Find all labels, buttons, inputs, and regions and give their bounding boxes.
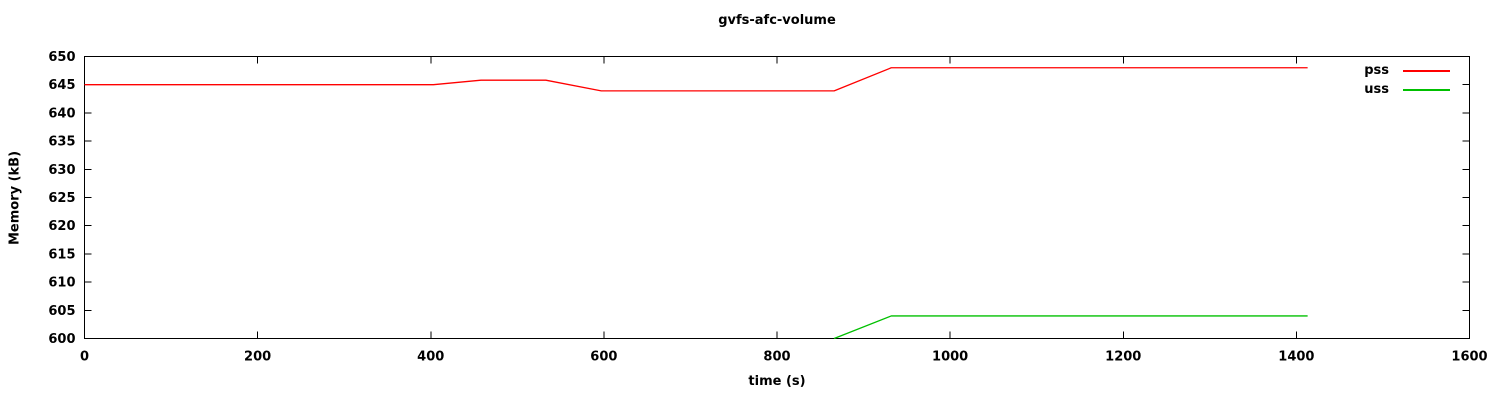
pss-line-swatch bbox=[1403, 69, 1450, 72]
y-tick-label: 605 bbox=[48, 304, 75, 319]
plot-border bbox=[84, 56, 1470, 339]
x-tick-label: 1200 bbox=[1105, 350, 1141, 365]
x-tick-label: 0 bbox=[80, 350, 89, 365]
chart-title: gvfs-afc-volume bbox=[718, 13, 836, 28]
y-tick-label: 615 bbox=[48, 247, 75, 262]
x-tick-label: 800 bbox=[763, 350, 790, 365]
legend: pss uss bbox=[1364, 61, 1450, 99]
y-tick-label: 630 bbox=[48, 163, 75, 178]
legend-item-pss: pss bbox=[1364, 61, 1450, 80]
y-tick-label: 620 bbox=[48, 219, 75, 234]
y-tick-label: 600 bbox=[48, 332, 75, 347]
x-tick-label: 400 bbox=[417, 350, 444, 365]
legend-item-uss: uss bbox=[1364, 80, 1450, 99]
y-tick-label: 650 bbox=[48, 50, 75, 65]
x-tick-label: 200 bbox=[244, 350, 271, 365]
legend-label-pss: pss bbox=[1364, 63, 1389, 78]
y-tick-label: 640 bbox=[48, 106, 75, 121]
y-tick-label: 635 bbox=[48, 135, 75, 150]
uss-series-line bbox=[833, 315, 1308, 340]
x-tick-label: 1400 bbox=[1278, 350, 1314, 365]
y-tick-label: 625 bbox=[48, 191, 75, 206]
legend-label-uss: uss bbox=[1364, 82, 1389, 97]
x-tick-label: 1000 bbox=[932, 350, 968, 365]
y-tick-label: 645 bbox=[48, 78, 75, 93]
x-axis-title: time (s) bbox=[748, 374, 806, 389]
x-tick-label: 600 bbox=[590, 350, 617, 365]
y-tick-label: 610 bbox=[48, 276, 75, 291]
pss-series-line bbox=[84, 67, 1308, 92]
uss-line-swatch bbox=[1403, 88, 1450, 91]
x-tick-label: 1600 bbox=[1451, 350, 1487, 365]
